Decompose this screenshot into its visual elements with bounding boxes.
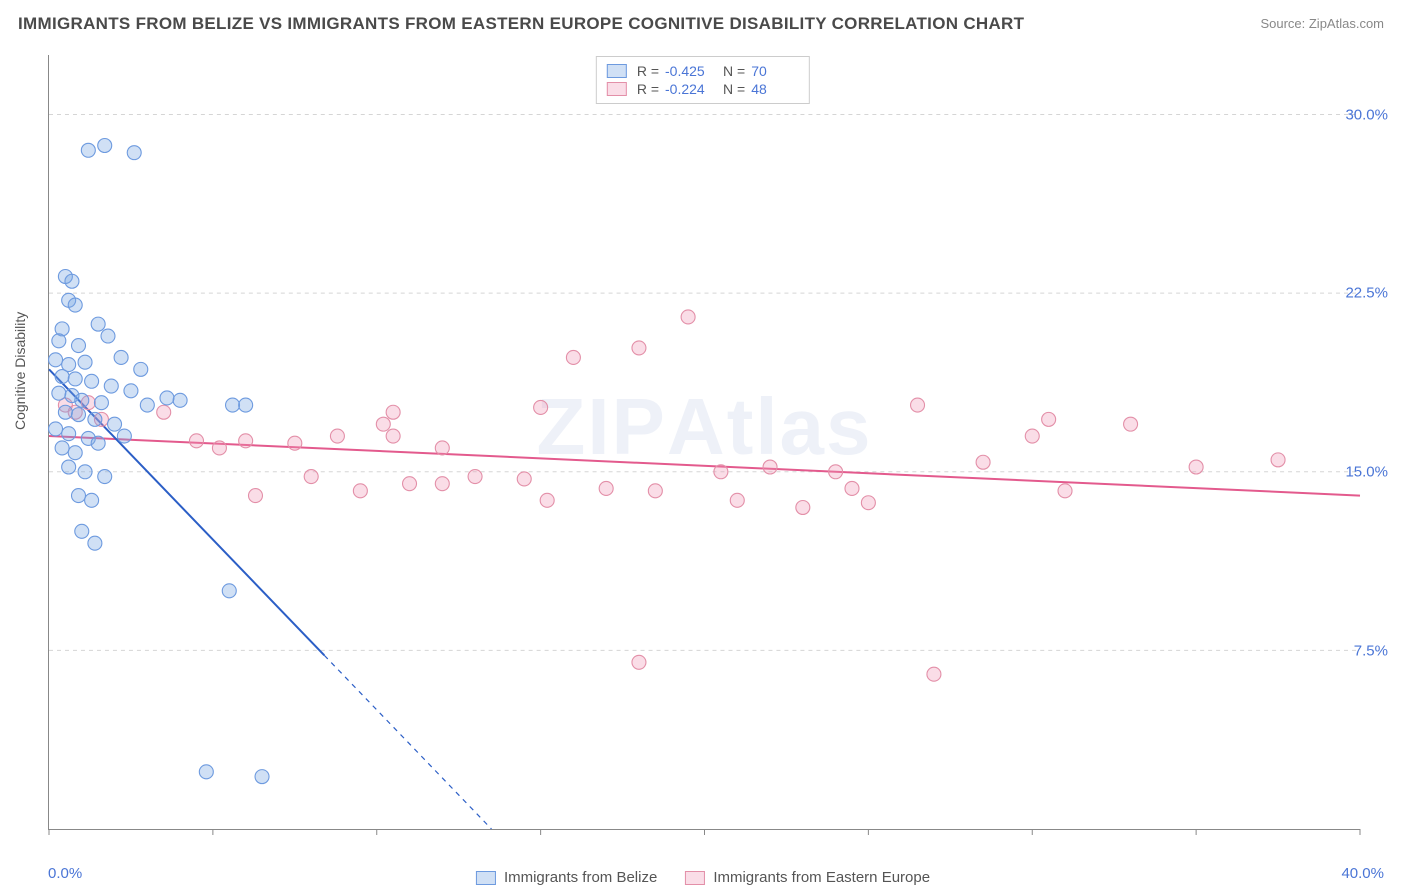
belize-r-value: -0.425	[665, 63, 713, 79]
legend-item-belize: Immigrants from Belize	[476, 869, 657, 886]
ee-n-value: 48	[751, 81, 799, 97]
y-axis-label: Cognitive Disability	[12, 312, 28, 430]
belize-n-value: 70	[751, 63, 799, 79]
legend-row-belize: R = -0.425 N = 70	[607, 63, 799, 79]
y-tick-22: 22.5%	[1345, 285, 1388, 302]
swatch-belize-bottom	[476, 871, 496, 885]
chart-title: IMMIGRANTS FROM BELIZE VS IMMIGRANTS FRO…	[18, 14, 1024, 34]
scatter-svg	[49, 55, 1360, 829]
legend-item-eastern-europe: Immigrants from Eastern Europe	[685, 869, 930, 886]
x-tick-0: 0.0%	[48, 865, 82, 882]
ee-r-value: -0.224	[665, 81, 713, 97]
y-tick-15: 15.0%	[1345, 464, 1388, 481]
swatch-ee-bottom	[685, 871, 705, 885]
swatch-belize	[607, 64, 627, 78]
correlation-legend: R = -0.425 N = 70 R = -0.224 N = 48	[596, 56, 810, 104]
x-tick-40: 40.0%	[1341, 865, 1384, 882]
series-legend: Immigrants from Belize Immigrants from E…	[476, 869, 930, 886]
legend-label-ee: Immigrants from Eastern Europe	[713, 869, 930, 886]
source-attribution: Source: ZipAtlas.com	[1260, 16, 1384, 31]
swatch-eastern-europe	[607, 82, 627, 96]
legend-row-eastern-europe: R = -0.224 N = 48	[607, 81, 799, 97]
y-tick-30: 30.0%	[1345, 106, 1388, 123]
y-tick-7: 7.5%	[1354, 643, 1388, 660]
legend-label-belize: Immigrants from Belize	[504, 869, 657, 886]
plot-area: ZIPAtlas	[48, 55, 1360, 830]
